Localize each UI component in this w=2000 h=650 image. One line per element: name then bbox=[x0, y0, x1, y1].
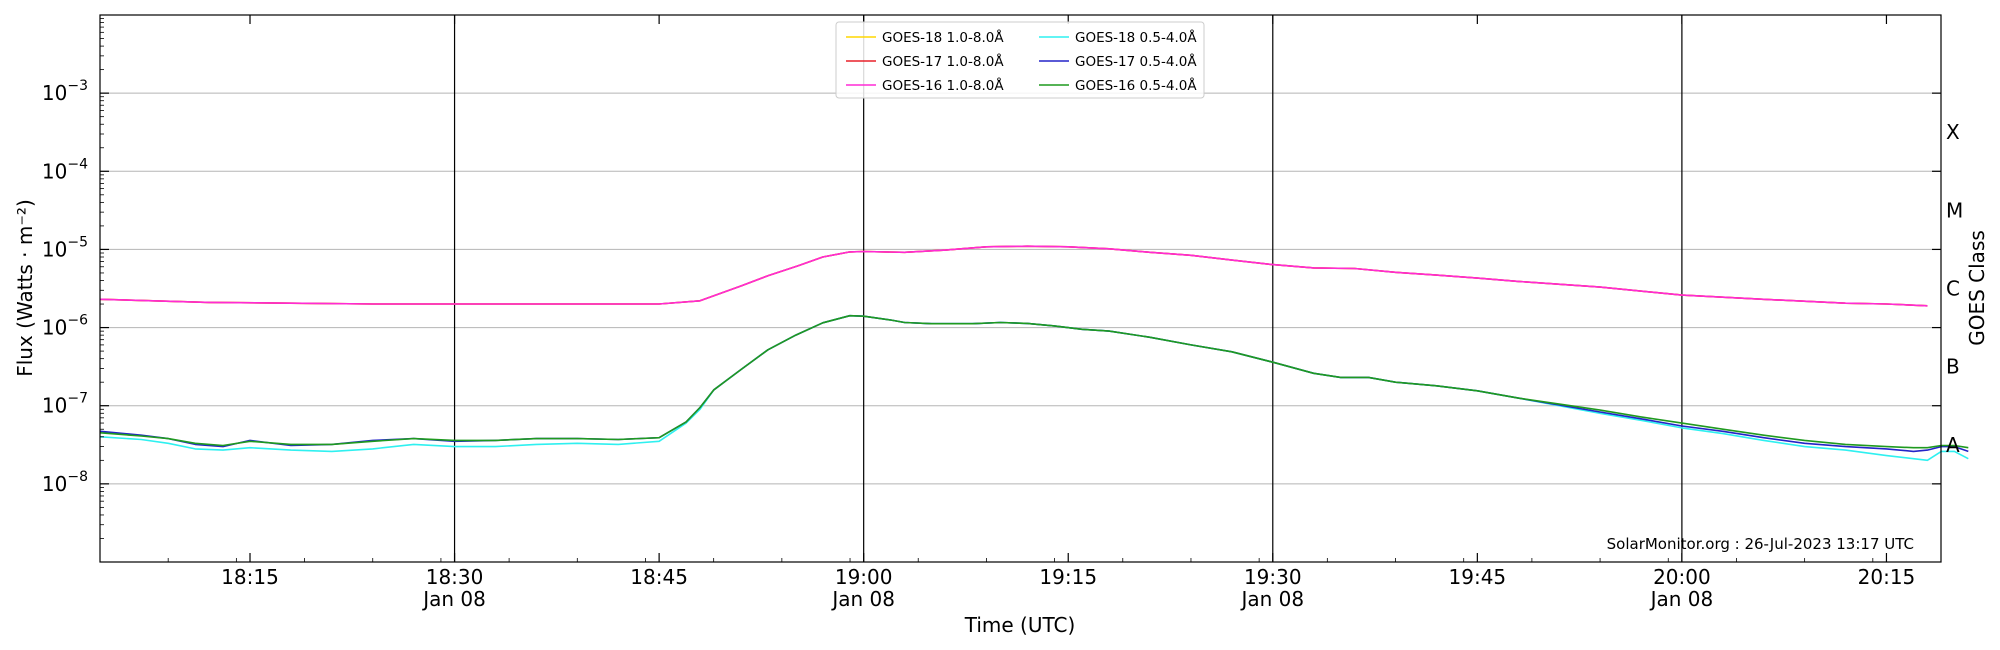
goes-class-x: X bbox=[1946, 120, 1960, 144]
x-tick-date-label: Jan 08 bbox=[421, 587, 486, 611]
x-tick-label: 18:15 bbox=[221, 565, 279, 589]
legend-label: GOES-18 1.0-8.0Å bbox=[882, 29, 1004, 46]
x-tick-date-label: Jan 08 bbox=[1649, 587, 1714, 611]
x-tick-label: 18:45 bbox=[630, 565, 688, 589]
legend-label: GOES-17 0.5-4.0Å bbox=[1075, 53, 1197, 70]
x-tick-label: 19:45 bbox=[1449, 565, 1507, 589]
flux-series bbox=[100, 245, 1969, 462]
y2-axis-title: GOES Class bbox=[1965, 230, 1989, 346]
x-tick-label: 18:30 bbox=[426, 565, 484, 589]
goes-class-m: M bbox=[1946, 198, 1963, 222]
x-tick-label: 19:15 bbox=[1039, 565, 1097, 589]
y-tick-label: 10−6 bbox=[42, 313, 88, 340]
legend-label: GOES-17 1.0-8.0Å bbox=[882, 53, 1004, 70]
x-tick-label: 19:30 bbox=[1244, 565, 1302, 589]
y-tick-label: 10−7 bbox=[42, 391, 88, 418]
x-axis-title: Time (UTC) bbox=[964, 613, 1076, 637]
legend-label: GOES-18 0.5-4.0Å bbox=[1075, 29, 1197, 46]
goes-class-labels: A B C M X bbox=[1946, 120, 1963, 457]
x-tick-date-label: Jan 08 bbox=[1239, 587, 1304, 611]
x-tick-date-label: Jan 08 bbox=[830, 587, 895, 611]
series-line-2 bbox=[100, 245, 1928, 307]
series-line-5 bbox=[100, 314, 1969, 449]
y-tick-label: 10−3 bbox=[42, 78, 88, 105]
day-marker-lines bbox=[453, 15, 1683, 562]
legend: GOES-18 1.0-8.0Å GOES-17 1.0-8.0Å GOES-16 … bbox=[835, 21, 1205, 99]
y-axis-title: Flux (Watts · m⁻²) bbox=[13, 199, 37, 377]
goes-class-c: C bbox=[1946, 277, 1960, 301]
y-tick-label: 10−8 bbox=[42, 469, 88, 496]
y-tick-label: 10−5 bbox=[42, 234, 88, 261]
credit-text: SolarMonitor.org : 26-Jul-2023 13:17 UTC bbox=[1607, 535, 1914, 553]
y-axis-ticks: 10−8 10−7 10−6 10−5 10−4 10−3 bbox=[42, 18, 1941, 539]
plot-frame bbox=[99, 14, 1942, 563]
x-tick-label: 20:00 bbox=[1653, 565, 1711, 589]
y-tick-label: 10−4 bbox=[42, 156, 88, 183]
goes-class-b: B bbox=[1946, 355, 1960, 379]
legend-box bbox=[835, 21, 1205, 99]
legend-label: GOES-16 1.0-8.0Å bbox=[882, 77, 1004, 94]
x-tick-label: 20:15 bbox=[1858, 565, 1916, 589]
x-tick-label: 19:00 bbox=[835, 565, 893, 589]
goes-class-a: A bbox=[1946, 433, 1960, 457]
legend-label: GOES-16 0.5-4.0Å bbox=[1075, 77, 1197, 94]
